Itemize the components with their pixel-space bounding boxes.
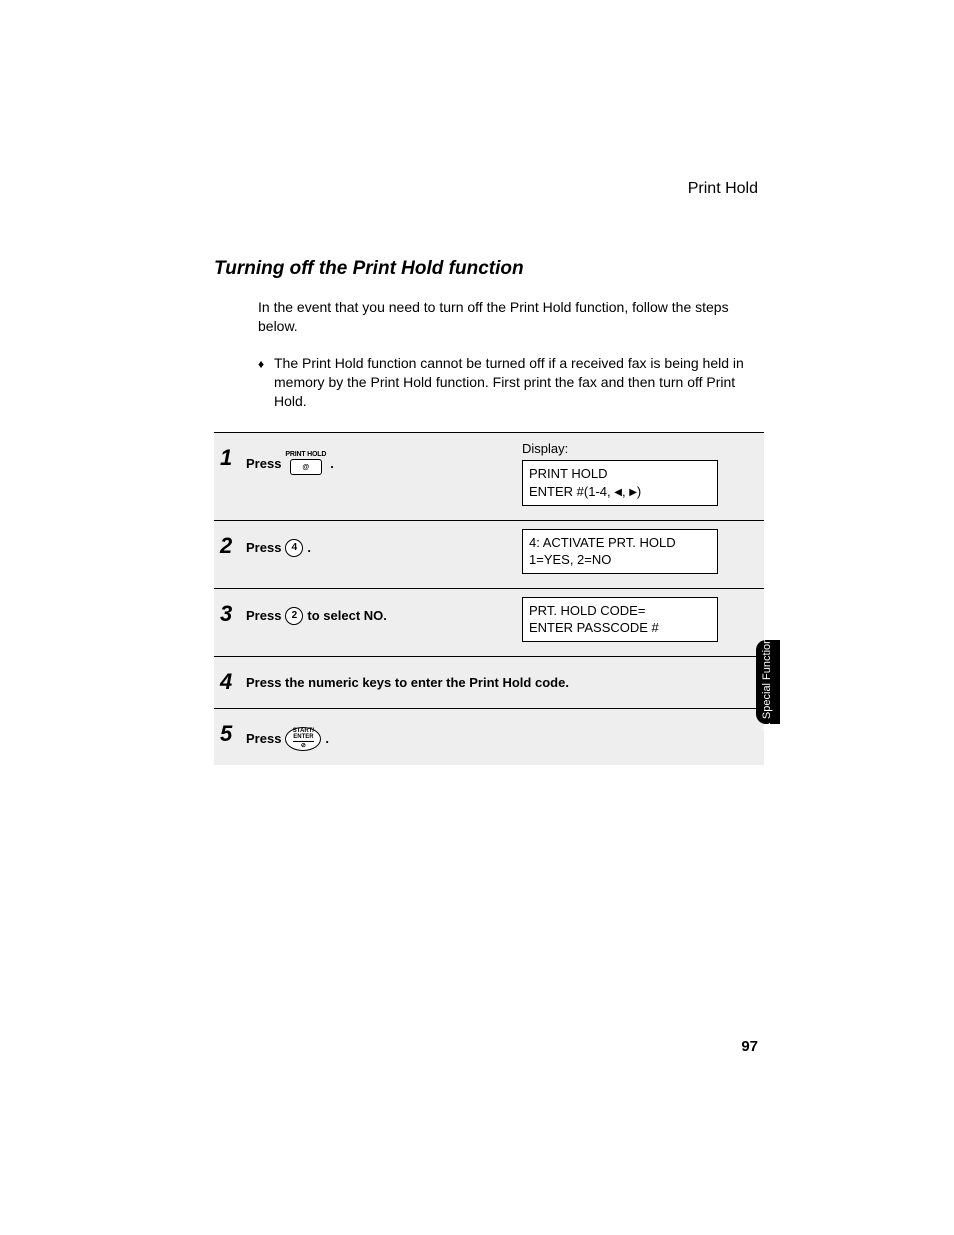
press-label: Press: [246, 456, 281, 471]
lcd-line: ENTER PASSCODE #: [529, 619, 711, 637]
note-bullet: ♦ The Print Hold function cannot be turn…: [258, 354, 764, 411]
lcd-line: ENTER #(1-4, ◀, ▶): [529, 483, 711, 501]
step-row: 1 Press PRINT HOLD . Display: PRINT HOLD: [214, 432, 764, 519]
print-hold-key-icon: PRINT HOLD: [285, 451, 326, 475]
step-number: 2: [220, 529, 246, 557]
press-label: Press: [246, 608, 281, 623]
lcd-readout: 4: ACTIVATE PRT. HOLD 1=YES, 2=NO: [522, 529, 718, 574]
press-label: Press: [246, 731, 281, 746]
step-instruction: Press 4 .: [246, 529, 512, 557]
lcd-line: 4: ACTIVATE PRT. HOLD: [529, 534, 711, 552]
display-label: Display:: [522, 441, 754, 456]
step-row: 5 Press START/ ENTER ⊘ .: [214, 708, 764, 765]
section-title: Turning off the Print Hold function: [214, 258, 764, 280]
suffix: .: [325, 731, 329, 746]
start-enter-key-icon: START/ ENTER ⊘: [285, 727, 321, 751]
period: .: [330, 456, 334, 471]
step-row: 4 Press the numeric keys to enter the Pr…: [214, 656, 764, 708]
digit-key-icon: 4: [285, 539, 303, 557]
step-instruction: Press the numeric keys to enter the Prin…: [246, 665, 754, 690]
step-number: 1: [220, 441, 246, 469]
suffix: .: [307, 540, 311, 555]
lcd-readout: PRT. HOLD CODE= ENTER PASSCODE #: [522, 597, 718, 642]
step-row: 3 Press 2 to select NO. PRT. HOLD CODE= …: [214, 588, 764, 656]
step-instruction: Press 2 to select NO.: [246, 597, 512, 625]
page-number: 97: [741, 1038, 758, 1055]
digit-key-icon: 2: [285, 607, 303, 625]
left-arrow-icon: ◀: [614, 486, 622, 500]
chapter-tab: 5. Special Functions: [756, 640, 780, 724]
step-number: 3: [220, 597, 246, 625]
steps-table: 1 Press PRINT HOLD . Display: PRINT HOLD: [214, 432, 764, 764]
lcd-readout: PRINT HOLD ENTER #(1-4, ◀, ▶): [522, 460, 718, 505]
step-row: 2 Press 4 . 4: ACTIVATE PRT. HOLD 1=YES,…: [214, 520, 764, 588]
lcd-line: PRINT HOLD: [529, 465, 711, 483]
right-arrow-icon: ▶: [629, 486, 637, 500]
running-head: Print Hold: [688, 180, 758, 198]
diamond-bullet-icon: ♦: [258, 354, 274, 372]
suffix: to select NO.: [307, 608, 386, 623]
step-instruction: Press PRINT HOLD .: [246, 441, 512, 475]
step-instruction: Press START/ ENTER ⊘ .: [246, 717, 754, 751]
chapter-tab-label: 5. Special Functions: [762, 632, 774, 731]
lcd-line: 1=YES, 2=NO: [529, 551, 711, 569]
lcd-line: PRT. HOLD CODE=: [529, 602, 711, 620]
step-number: 5: [220, 717, 246, 745]
press-label: Press: [246, 540, 281, 555]
note-text: The Print Hold function cannot be turned…: [274, 354, 764, 411]
manual-page: Print Hold Turning off the Print Hold fu…: [0, 0, 954, 1235]
step-number: 4: [220, 665, 246, 693]
intro-paragraph: In the event that you need to turn off t…: [258, 298, 764, 336]
